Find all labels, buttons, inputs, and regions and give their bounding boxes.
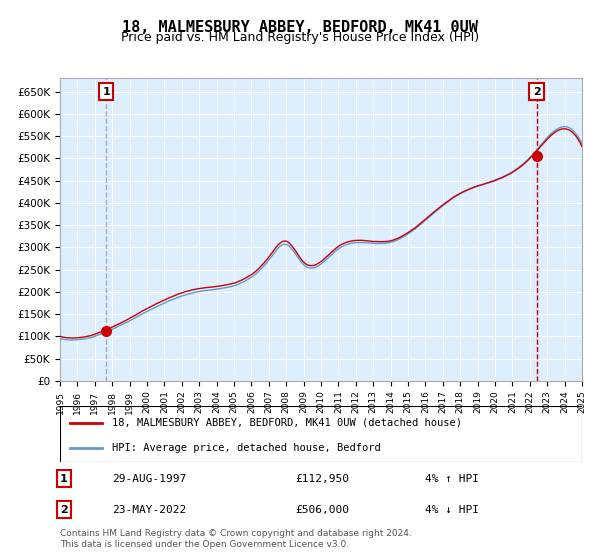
Text: 2: 2: [60, 505, 68, 515]
Text: 1: 1: [103, 87, 110, 97]
Text: 4% ↓ HPI: 4% ↓ HPI: [425, 505, 479, 515]
Text: 23-MAY-2022: 23-MAY-2022: [112, 505, 187, 515]
Text: Contains HM Land Registry data © Crown copyright and database right 2024.
This d: Contains HM Land Registry data © Crown c…: [60, 529, 412, 549]
Text: £112,950: £112,950: [295, 474, 349, 484]
Text: 29-AUG-1997: 29-AUG-1997: [112, 474, 187, 484]
Text: 2: 2: [533, 87, 541, 97]
Text: 4% ↑ HPI: 4% ↑ HPI: [425, 474, 479, 484]
Text: Price paid vs. HM Land Registry's House Price Index (HPI): Price paid vs. HM Land Registry's House …: [121, 31, 479, 44]
Text: HPI: Average price, detached house, Bedford: HPI: Average price, detached house, Bedf…: [112, 443, 381, 453]
Text: 1: 1: [60, 474, 68, 484]
Text: 18, MALMESBURY ABBEY, BEDFORD, MK41 0UW (detached house): 18, MALMESBURY ABBEY, BEDFORD, MK41 0UW …: [112, 418, 462, 428]
Text: 18, MALMESBURY ABBEY, BEDFORD, MK41 0UW: 18, MALMESBURY ABBEY, BEDFORD, MK41 0UW: [122, 20, 478, 35]
Text: £506,000: £506,000: [295, 505, 349, 515]
